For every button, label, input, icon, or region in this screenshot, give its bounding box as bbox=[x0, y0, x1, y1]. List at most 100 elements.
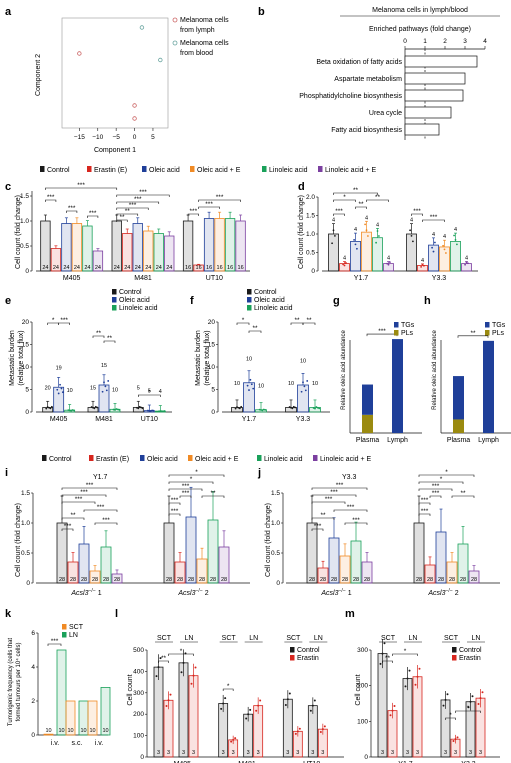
panel-j-bracket bbox=[311, 501, 346, 504]
panel-f-point bbox=[288, 406, 291, 408]
panel-l-ytick-label: 0 bbox=[140, 754, 144, 761]
panel-c-sig-label: *** bbox=[134, 196, 142, 203]
panel-d-bar bbox=[450, 240, 461, 272]
panel-e-ytick-label: 0 bbox=[25, 409, 29, 416]
panel-j-bracket bbox=[418, 513, 431, 516]
panel-f-point bbox=[252, 387, 255, 390]
panel-b-xtick-label: 0 bbox=[403, 38, 407, 45]
panel-l-label: l bbox=[115, 608, 118, 620]
panel-d-n-label: 4 bbox=[432, 232, 435, 238]
panel-f-bracket bbox=[236, 322, 250, 325]
panel-j-gene-name: Acsl3 bbox=[427, 590, 445, 597]
panel-e-bracket bbox=[58, 322, 70, 325]
panel-l-point bbox=[157, 666, 160, 669]
panel-d-point bbox=[334, 234, 336, 237]
panel-d-point bbox=[412, 240, 414, 243]
panel-j-group-label: Acsl3−/− 1 bbox=[320, 588, 351, 597]
panel-d-sig-label: *** bbox=[335, 208, 343, 215]
panel-c-sig-label: ** bbox=[125, 208, 131, 215]
panel-m-point bbox=[406, 677, 409, 680]
panel-d-point bbox=[409, 229, 411, 232]
legend-ij-label: Control bbox=[49, 456, 72, 463]
panel-j-n-label: 28 bbox=[460, 577, 466, 583]
panel-d-bracket bbox=[411, 213, 423, 216]
panel-e-n-label: 10 bbox=[67, 388, 73, 394]
panel-m-head-label: SCT bbox=[381, 635, 396, 642]
panel-c-bracket bbox=[45, 199, 57, 202]
panel-i-bracket bbox=[94, 522, 118, 525]
panel-e-legend-label: Linoleic acid bbox=[119, 305, 158, 312]
panel-i-n-label: 28 bbox=[103, 577, 109, 583]
panel-l-point bbox=[257, 704, 260, 707]
panel-d-point bbox=[375, 241, 377, 244]
panel-j-bracket bbox=[418, 502, 431, 505]
panel-j-sig-label: *** bbox=[330, 489, 338, 496]
panel-m-group-label: Y1.7 bbox=[398, 761, 413, 763]
legend-ij-label: Oleic acid + E bbox=[195, 456, 239, 463]
panel-c-n-label: 24 bbox=[84, 265, 90, 271]
legend-ij-label: Oleic acid bbox=[147, 456, 178, 463]
panel-d-bar bbox=[461, 263, 472, 272]
panel-d-sig-label: * bbox=[343, 194, 346, 201]
panel-j: j Y3.3 Cell count (fold change) 0 0.5 1.0 1… bbox=[257, 467, 500, 597]
panel-c-n-label: 16 bbox=[185, 265, 191, 271]
panel-m-point bbox=[383, 642, 386, 645]
panel-e-sig-label: ** bbox=[96, 330, 102, 337]
panel-k-bar bbox=[56, 649, 67, 736]
panel-i-sig-label: ** bbox=[210, 490, 216, 497]
panel-e-point bbox=[101, 390, 104, 393]
panel-l-point bbox=[255, 709, 258, 712]
panel-e-bar bbox=[98, 384, 110, 413]
panel-l-group-label: M405 bbox=[174, 761, 192, 763]
panel-f-point bbox=[246, 384, 249, 387]
panel-l-point bbox=[194, 666, 197, 669]
panel-l-ytick-label: 400 bbox=[133, 668, 144, 675]
panel-e-point bbox=[115, 408, 118, 410]
panel-i-n-label: 28 bbox=[177, 577, 183, 583]
panel-d-point bbox=[456, 243, 458, 246]
panel-e-ytick-label: 15 bbox=[22, 342, 30, 349]
panel-j-clone-number: 1 bbox=[346, 590, 352, 597]
panel-b: b Melanoma cells in lymph/blood Enriched… bbox=[258, 6, 500, 140]
panel-i-ytick-label: 0 bbox=[26, 580, 30, 587]
panel-d-point bbox=[332, 229, 335, 232]
panel-l-legend-label: Erastin bbox=[297, 655, 319, 662]
panel-l-point bbox=[321, 728, 324, 731]
panel-h-bar-segment bbox=[453, 376, 464, 420]
panel-b-xtick-label: 3 bbox=[463, 38, 467, 45]
panel-i-n-label: 28 bbox=[188, 577, 194, 583]
panel-l-n-label: 3 bbox=[192, 750, 195, 756]
panel-e-n-label: 19 bbox=[56, 365, 62, 371]
panel-f-n-label: 10 bbox=[258, 383, 264, 389]
panel-j-genotype: −/− bbox=[446, 588, 453, 594]
panel-i-bracket bbox=[61, 487, 118, 490]
panel-d-point bbox=[420, 265, 422, 268]
panel-f-n-label: 10 bbox=[234, 381, 240, 387]
panel-b-category-label: Phosphatidylcholine biosynthesis bbox=[299, 93, 402, 100]
panel-m-bracket bbox=[445, 717, 456, 720]
panel-i-sig-label: * bbox=[195, 469, 198, 476]
panel-k-category-label: i.v. bbox=[51, 740, 59, 747]
panel-m-point bbox=[444, 698, 447, 701]
panel-j-sig-label: ** bbox=[320, 512, 326, 519]
panel-k-bar bbox=[43, 733, 54, 736]
panel-f-point bbox=[237, 406, 240, 409]
panel-j-genotype: −/− bbox=[339, 588, 346, 594]
panel-d-bracket bbox=[422, 219, 445, 222]
panel-i-sig-label: *** bbox=[64, 523, 72, 530]
legend-main-swatch bbox=[318, 166, 323, 172]
panel-k-n-label: 10 bbox=[45, 728, 51, 734]
panel-c-bracket bbox=[116, 194, 170, 197]
panel-l-sig-label: ** bbox=[161, 655, 167, 662]
panel-m-sig-label: * bbox=[404, 648, 407, 655]
panel-j-n-label: 28 bbox=[320, 577, 326, 583]
panel-k-n-label: 10 bbox=[67, 728, 73, 734]
panel-e-legend-swatch bbox=[112, 305, 117, 311]
panel-k-n-label: 10 bbox=[80, 728, 86, 734]
panel-d-n-label: 4 bbox=[354, 227, 357, 233]
panel-l-bracket bbox=[222, 688, 234, 691]
panel-a-xlabel: Component 1 bbox=[94, 147, 136, 154]
panel-l-sig-label: * bbox=[227, 683, 230, 690]
panel-i-bar bbox=[185, 516, 197, 584]
panel-c-bracket bbox=[198, 206, 220, 209]
